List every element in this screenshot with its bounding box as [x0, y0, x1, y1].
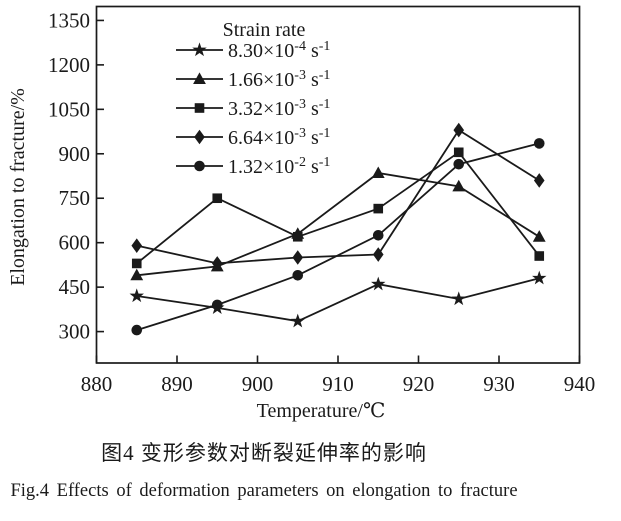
svg-text:910: 910 — [322, 372, 354, 396]
legend-label: 8.30×10-4 s-1 — [228, 39, 330, 62]
series-diamond — [131, 122, 545, 271]
svg-text:600: 600 — [59, 231, 91, 255]
legend-item-square: 3.32×10-3 s-1 — [176, 97, 330, 120]
legend-item-circle: 1.32×10-2 s-1 — [176, 155, 330, 178]
svg-text:900: 900 — [242, 372, 274, 396]
legend-label: 1.66×10-3 s-1 — [228, 68, 330, 91]
svg-text:920: 920 — [403, 372, 435, 396]
svg-text:930: 930 — [483, 372, 515, 396]
series-circle — [131, 138, 545, 336]
svg-text:1200: 1200 — [48, 53, 90, 77]
svg-text:880: 880 — [81, 372, 113, 396]
legend-title: Strain rate — [223, 19, 306, 41]
svg-text:300: 300 — [59, 320, 91, 344]
plot-frame — [95, 5, 581, 364]
legend-item-star: 8.30×10-4 s-1 — [176, 39, 330, 62]
elongation-chart: 880 890 900 910 920 930 940 Temperature/℃ 300 450… — [7, 5, 596, 422]
series-star — [129, 270, 547, 328]
caption-en: Fig.4 Effects of deformation parameters … — [10, 481, 518, 501]
svg-text:940: 940 — [564, 372, 596, 396]
svg-text:1050: 1050 — [48, 97, 90, 121]
legend-label: 6.64×10-3 s-1 — [228, 126, 330, 149]
svg-text:890: 890 — [161, 372, 193, 396]
legend-label: 3.32×10-3 s-1 — [228, 97, 330, 120]
series-square — [131, 147, 545, 269]
svg-text:750: 750 — [59, 186, 91, 210]
x-axis: 880 890 900 910 920 930 940 Temperature/℃ — [81, 355, 596, 422]
x-axis-title: Temperature/℃ — [257, 400, 386, 422]
svg-text:450: 450 — [59, 275, 91, 299]
svg-text:900: 900 — [59, 142, 91, 166]
legend-item-diamond: 6.64×10-3 s-1 — [176, 126, 330, 149]
svg-text:1350: 1350 — [48, 8, 90, 32]
caption-zh: 图4 变形参数对断裂延伸率的影响 — [101, 441, 427, 465]
legend-label: 1.32×10-2 s-1 — [228, 155, 330, 178]
y-axis: 300 450 600 750 900 1050 1200 1350 Elongation to… — [7, 8, 104, 344]
legend-item-triangle: 1.66×10-3 s-1 — [176, 68, 330, 91]
y-axis-title: Elongation to fracture/% — [7, 88, 29, 286]
